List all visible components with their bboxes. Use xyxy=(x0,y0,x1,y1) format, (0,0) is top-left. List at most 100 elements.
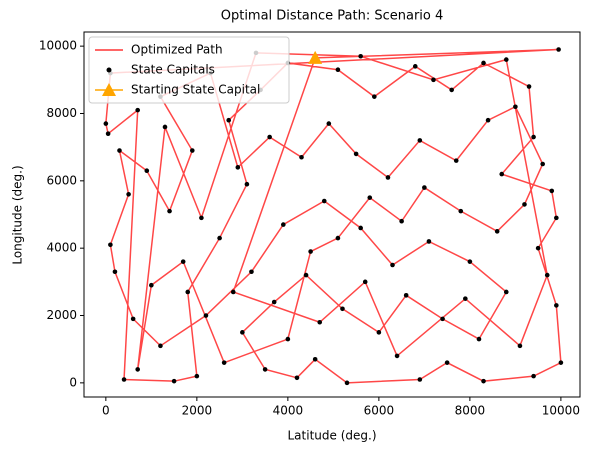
state-capital xyxy=(376,330,382,335)
y-tick-label: 4000 xyxy=(46,241,77,255)
state-capital xyxy=(126,191,131,197)
state-capital xyxy=(244,181,250,187)
state-capital xyxy=(499,171,505,177)
state-capital xyxy=(453,158,459,163)
state-capital xyxy=(372,94,377,99)
starting-capital xyxy=(308,50,323,64)
state-capital xyxy=(135,367,140,372)
state-capital xyxy=(199,215,204,221)
state-capital xyxy=(262,367,268,372)
y-tick-label: 10000 xyxy=(39,39,77,53)
state-capital xyxy=(540,161,545,167)
legend-label: Starting State Capital xyxy=(131,83,260,97)
state-capital xyxy=(203,313,209,318)
state-capital xyxy=(554,303,559,308)
state-capital xyxy=(249,269,254,275)
x-tick-label: 6000 xyxy=(364,404,395,418)
state-capital xyxy=(385,175,391,180)
state-capital xyxy=(180,259,186,264)
state-capital xyxy=(267,134,272,140)
state-capital xyxy=(167,208,172,214)
state-capital xyxy=(558,360,564,365)
state-capital xyxy=(513,104,518,110)
state-capital xyxy=(226,117,232,123)
state-capital xyxy=(130,316,136,322)
state-capital xyxy=(312,356,318,362)
x-tick-label: 4000 xyxy=(273,404,304,418)
state-capital xyxy=(458,208,464,214)
state-capital xyxy=(135,107,140,113)
legend-box xyxy=(88,36,290,104)
state-capital xyxy=(535,245,541,251)
state-capital xyxy=(549,188,555,194)
state-capital xyxy=(390,262,395,268)
state-capital xyxy=(431,77,436,83)
state-capital xyxy=(522,202,527,207)
state-capital xyxy=(526,84,532,89)
state-capital xyxy=(190,148,195,153)
state-capital xyxy=(105,131,111,136)
x-tick-label: 10000 xyxy=(542,404,580,418)
state-capital xyxy=(281,222,286,227)
x-tick-label: 8000 xyxy=(455,404,486,418)
state-capital xyxy=(321,198,327,204)
y-tick-label: 6000 xyxy=(46,173,77,187)
chart-title: Optimal Distance Path: Scenario 4 xyxy=(221,9,444,24)
state-capital xyxy=(358,225,363,231)
state-capital xyxy=(476,336,482,342)
state-capital xyxy=(299,154,304,160)
state-capital xyxy=(544,272,550,278)
legend-label: Optimized Path xyxy=(131,43,223,57)
state-capital xyxy=(344,380,350,386)
state-capital xyxy=(158,343,163,349)
x-tick-label: 2000 xyxy=(182,404,213,418)
state-capital xyxy=(517,343,523,349)
state-capital xyxy=(403,293,409,298)
legend-label: State Capitals xyxy=(131,63,215,77)
state-capital xyxy=(294,375,300,381)
x-axis-label: Latitude (deg.) xyxy=(288,429,377,443)
state-capital xyxy=(103,121,109,126)
state-capital xyxy=(303,272,309,278)
state-capital xyxy=(358,53,363,59)
state-capital xyxy=(426,239,432,244)
state-capital xyxy=(185,289,191,295)
state-capital xyxy=(340,306,345,312)
state-capital xyxy=(235,165,241,170)
state-capital xyxy=(221,360,227,365)
state-capital xyxy=(317,319,323,325)
state-capital xyxy=(121,377,127,382)
state-capital xyxy=(362,279,368,285)
y-tick-label: 8000 xyxy=(46,106,77,120)
state-capital xyxy=(194,373,200,379)
state-capital xyxy=(144,168,150,174)
x-tick-label: 0 xyxy=(102,404,110,418)
state-capital xyxy=(353,151,359,157)
state-capital xyxy=(162,124,168,130)
y-tick-label: 2000 xyxy=(46,308,77,322)
state-capital xyxy=(112,269,118,275)
state-capital xyxy=(417,138,423,143)
state-capital xyxy=(503,57,509,62)
state-capital xyxy=(117,148,122,153)
state-capital xyxy=(271,299,277,305)
state-capital xyxy=(449,87,454,93)
state-capital xyxy=(556,47,561,52)
state-capital xyxy=(481,378,486,384)
state-capital xyxy=(308,249,313,254)
state-capital xyxy=(394,353,400,359)
state-capital xyxy=(149,282,154,288)
y-axis-label: Longitude (deg.) xyxy=(11,165,25,264)
state-capital xyxy=(494,229,500,234)
state-capital xyxy=(417,377,423,382)
state-capital xyxy=(217,235,222,241)
state-capital xyxy=(367,195,373,200)
state-capital xyxy=(531,373,536,379)
state-capital xyxy=(554,215,559,221)
state-capital xyxy=(440,316,445,322)
state-capital xyxy=(422,185,427,190)
state-capital xyxy=(326,121,332,126)
state-capital xyxy=(108,242,113,248)
state-capital xyxy=(240,330,245,335)
